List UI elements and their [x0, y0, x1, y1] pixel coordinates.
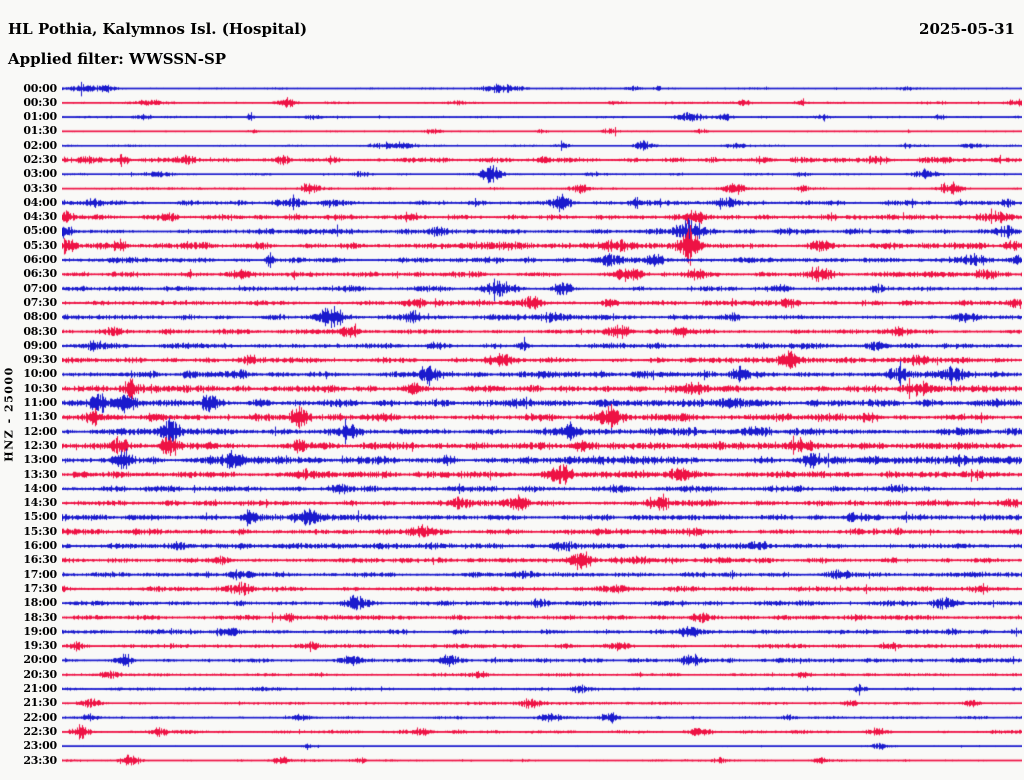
time-label: 10:30: [23, 381, 57, 395]
time-label: 00:00: [23, 81, 57, 95]
time-label: 04:00: [23, 195, 57, 209]
time-label: 17:00: [23, 567, 57, 581]
time-label: 22:30: [23, 724, 57, 738]
time-label: 00:30: [23, 95, 57, 109]
date-label: 2025-05-31: [919, 20, 1015, 38]
time-label: 05:30: [23, 238, 57, 252]
time-label: 06:30: [23, 267, 57, 281]
seismogram-traces-canvas: [62, 80, 1022, 774]
time-label: 09:30: [23, 353, 57, 367]
time-label: 14:00: [23, 481, 57, 495]
time-label: 06:00: [23, 253, 57, 267]
time-label: 09:00: [23, 338, 57, 352]
time-label: 21:00: [23, 682, 57, 695]
time-label: 15:00: [23, 510, 57, 524]
time-label: 07:00: [23, 281, 57, 295]
time-label: 16:30: [23, 553, 57, 567]
time-label: 15:30: [23, 524, 57, 538]
time-label: 18:00: [23, 596, 57, 610]
filter-label: Applied filter: WWSSN-SP: [8, 50, 227, 68]
time-label: 03:30: [23, 181, 57, 195]
time-label: 19:00: [23, 624, 57, 638]
time-label: 13:00: [23, 453, 57, 467]
time-label: 16:00: [23, 539, 57, 553]
time-label: 05:00: [23, 224, 57, 238]
time-label: 18:30: [23, 610, 57, 624]
station-title: HL Pothia, Kalymnos Isl. (Hospital): [8, 20, 308, 38]
time-label: 01:30: [23, 124, 57, 138]
time-label: 17:30: [23, 581, 57, 595]
time-label: 10:00: [23, 367, 57, 381]
time-label: 11:00: [23, 396, 57, 410]
time-label: 23:30: [23, 753, 57, 767]
time-label: 23:00: [23, 739, 57, 753]
time-label: 22:00: [23, 710, 57, 724]
time-label: 07:30: [23, 295, 57, 309]
time-label: 12:00: [23, 424, 57, 438]
time-label: 20:30: [23, 667, 57, 681]
time-label: 21:30: [23, 696, 57, 710]
time-label: 02:00: [23, 138, 57, 152]
time-label: 14:30: [23, 496, 57, 510]
time-label: 13:30: [23, 467, 57, 481]
time-label: 19:30: [23, 639, 57, 653]
time-label: 20:00: [23, 653, 57, 667]
time-label: 08:00: [23, 310, 57, 324]
time-label: 01:00: [23, 110, 57, 124]
time-label: 08:30: [23, 324, 57, 338]
time-label: 11:30: [23, 410, 57, 424]
time-label: 03:00: [23, 167, 57, 181]
time-label: 02:30: [23, 152, 57, 166]
time-label: 04:30: [23, 210, 57, 224]
time-label: 12:30: [23, 438, 57, 452]
